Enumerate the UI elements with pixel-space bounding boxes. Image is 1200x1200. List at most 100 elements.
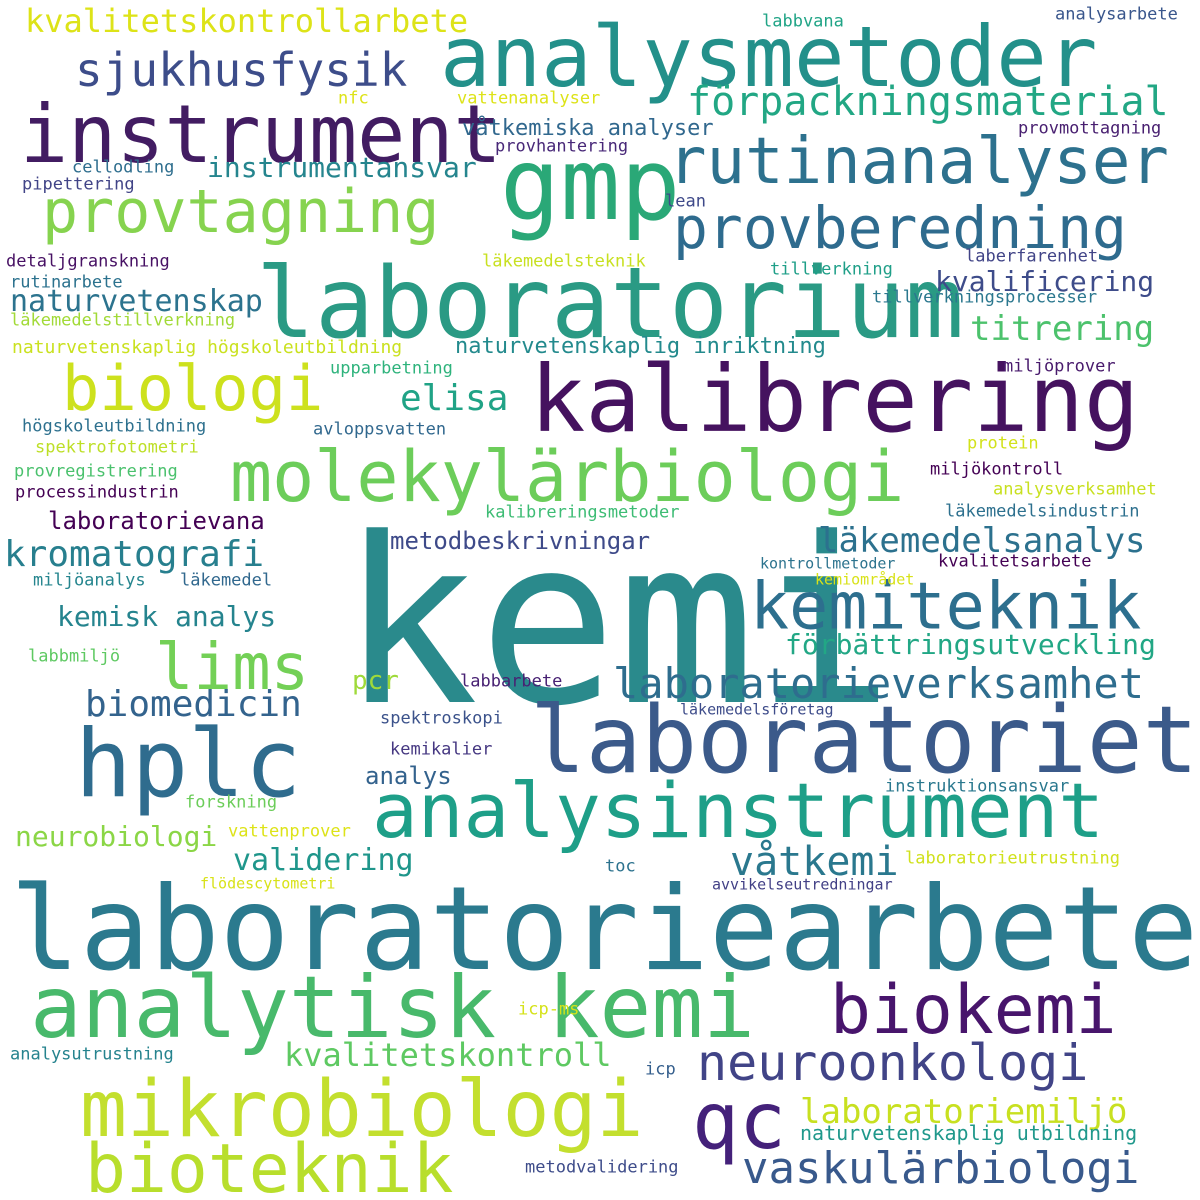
- word-vatkemiska-analyser: våtkemiska analyser: [462, 116, 714, 141]
- word-hplc: hplc: [75, 710, 302, 819]
- word-sjukhusfysik: sjukhusfysik: [75, 43, 408, 97]
- word-instruktionsansvar: instruktionsansvar: [885, 776, 1070, 797]
- word-lakemedelsteknik: läkemedelsteknik: [482, 251, 646, 272]
- word-kemi: kemi: [340, 490, 894, 757]
- word-kemiomradet: kemiområdet: [815, 570, 915, 589]
- word-analysutrustning: analysutrustning: [10, 1044, 174, 1065]
- word-miljokontroll: miljökontroll: [930, 459, 1064, 480]
- word-naturvetenskaplig-utbildning: naturvetenskaplig utbildning: [800, 1121, 1138, 1145]
- word-kvalitetskontroll: kvalitetskontroll: [284, 1036, 612, 1074]
- word-provhantering: provhantering: [495, 136, 629, 157]
- word-kontrollmetoder: kontrollmetoder: [760, 554, 896, 573]
- word-kromatografi: kromatografi: [4, 534, 265, 575]
- word-lakemedelsforetag: läkemedelsföretag: [680, 700, 834, 719]
- word-icp: icp: [645, 1059, 676, 1080]
- word-avloppsvatten: avloppsvatten: [313, 419, 447, 440]
- word-analysinstrument: analysinstrument: [372, 766, 1105, 855]
- word-spektrofotometri: spektrofotometri: [35, 437, 199, 458]
- word-lims: lims: [155, 631, 310, 705]
- word-neurobiologi: neurobiologi: [15, 820, 218, 853]
- word-upparbetning: upparbetning: [330, 358, 453, 379]
- word-kvalitetskontrollarbete: kvalitetskontrollarbete: [25, 2, 469, 40]
- word-bioteknik: bioteknik: [85, 1130, 454, 1200]
- word-naturvetenskaplig-hogskoleutbildning: naturvetenskaplig högskoleutbildning: [12, 337, 403, 358]
- word-analysmetoder: analysmetoder: [440, 8, 1098, 106]
- word-icp-ms: icp-ms: [518, 999, 580, 1020]
- word-flodescytometri: flödescytometri: [200, 874, 336, 893]
- word-forpackningsmaterial: förpackningsmaterial: [687, 79, 1169, 125]
- word-kemikalier: kemikalier: [390, 739, 493, 760]
- word-toc: toc: [605, 856, 636, 877]
- word-instrument: instrument: [20, 88, 502, 181]
- word-spektroskopi: spektroskopi: [380, 708, 503, 729]
- word-molekylarbiologi: molekylärbiologi: [230, 436, 905, 518]
- word-labbmiljo: labbmiljö: [28, 646, 121, 667]
- word-laboratorievana: laboratorievana: [48, 507, 265, 535]
- word-tillverkningsprocesser: tillverkningsprocesser: [872, 287, 1098, 308]
- word-detaljgranskning: detaljgranskning: [6, 251, 170, 272]
- word-mikrobiologi: mikrobiologi: [80, 1065, 644, 1155]
- word-provregistrering: provregistrering: [14, 461, 178, 482]
- word-instrumentansvar: instrumentansvar: [207, 151, 477, 184]
- word-qc: qc: [692, 1077, 786, 1167]
- word-provmottagning: provmottagning: [1018, 118, 1162, 139]
- word-tillverkning: tillverkning: [770, 259, 893, 280]
- word-miljoanalys: miljöanalys: [33, 570, 146, 591]
- word-nfc: nfc: [338, 88, 369, 109]
- word-kalibreringsmetoder: kalibreringsmetoder: [485, 502, 680, 523]
- word-naturvetenskaplig-inriktning: naturvetenskaplig inriktning: [455, 334, 826, 359]
- word-analysverksamhet: analysverksamhet: [993, 479, 1157, 500]
- word-validering: validering: [233, 843, 414, 878]
- word-elisa: elisa: [400, 378, 509, 419]
- word-forbattringsutveckling: förbättringsutveckling: [785, 628, 1156, 661]
- word-kalibrering: kalibrering: [530, 346, 1140, 453]
- word-laboratorieverksamhet: laboratorieverksamhet: [613, 659, 1145, 708]
- word-rutinanalyser: rutinanalyser: [668, 125, 1169, 199]
- word-neuroonkologi: neuroonkologi: [697, 1034, 1089, 1092]
- word-vattenprover: vattenprover: [228, 821, 351, 842]
- word-vaskularbiologi: vaskulärbiologi: [742, 1143, 1140, 1194]
- word-labbvana: labbvana: [762, 11, 844, 32]
- word-labbarbete: labbarbete: [460, 671, 563, 692]
- word-provberedning: provberedning: [673, 194, 1127, 262]
- word-lakemedelsanalys: läkemedelsanalys: [818, 521, 1146, 561]
- word-metodvalidering: metodvalidering: [525, 1157, 679, 1178]
- word-forskning: forskning: [185, 792, 278, 813]
- word-laboratorium: laboratorium: [256, 247, 965, 361]
- word-laboratoriet: laboratoriet: [530, 685, 1199, 794]
- word-pcr: pcr: [352, 666, 399, 696]
- word-protein: protein: [967, 433, 1039, 454]
- word-hogskoleutbildning: högskoleutbildning: [22, 416, 207, 437]
- word-biologi: biologi: [62, 352, 324, 425]
- word-metodbeskrivningar: metodbeskrivningar: [390, 527, 651, 555]
- word-laboratoriemiljo: laboratoriemiljö: [800, 1092, 1128, 1132]
- word-analys: analys: [365, 762, 452, 790]
- word-miljoprover: miljöprover: [1003, 356, 1116, 377]
- word-biomedicin: biomedicin: [85, 684, 302, 725]
- word-pipettering: pipettering: [22, 174, 135, 195]
- word-laberfarenhet: laberfarenhet: [965, 246, 1099, 267]
- word-lakemedelstillverkning: läkemedelstillverkning: [10, 310, 236, 331]
- word-analytisk-kemi: analytisk kemi: [30, 958, 755, 1058]
- word-biokemi: biokemi: [830, 971, 1117, 1050]
- word-lakemedelsindustrin: läkemedelsindustrin: [945, 501, 1140, 522]
- word-titrering: titrering: [970, 309, 1155, 349]
- word-kvalitetsarbete: kvalitetsarbete: [938, 551, 1092, 572]
- word-avvikelseutredningar: avvikelseutredningar: [712, 875, 893, 894]
- word-kemiteknik: kemiteknik: [750, 569, 1142, 645]
- word-kemisk-analys: kemisk analys: [57, 600, 277, 633]
- word-gmp: gmp: [500, 126, 681, 243]
- word-provtagning: provtagning: [42, 177, 440, 247]
- word-laboratorieutrustning: laboratorieutrustning: [905, 848, 1120, 869]
- word-laboratoriearbete: laboratoriearbete: [10, 861, 1199, 997]
- word-vatkemi: våtkemi: [730, 839, 899, 885]
- word-cellodling: cellodling: [72, 157, 175, 178]
- word-kvalificering: kvalificering: [935, 265, 1155, 298]
- word-naturvetenskap: naturvetenskap: [10, 284, 263, 319]
- word-lean: lean: [665, 191, 706, 212]
- word-vattenanalyser: vattenanalyser: [457, 88, 601, 109]
- word-lakemedel: läkemedel: [180, 570, 273, 591]
- word-rutinarbete: rutinarbete: [10, 272, 123, 293]
- word-processindustrin: processindustrin: [15, 482, 179, 503]
